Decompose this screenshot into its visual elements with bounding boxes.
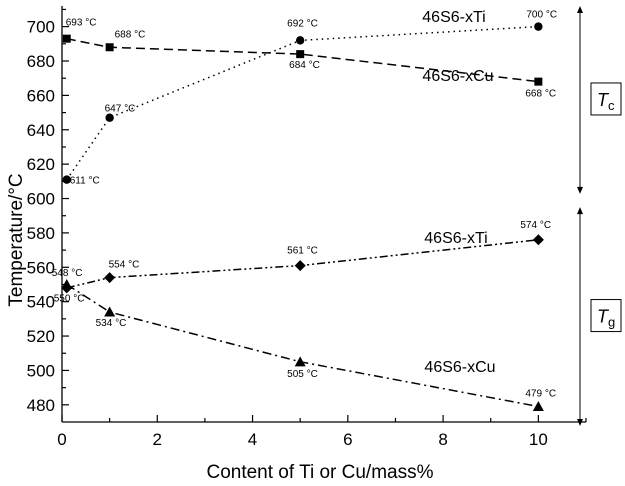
x-tick-label: 10 <box>529 430 548 449</box>
data-label: 688 °C <box>115 29 146 40</box>
data-label: 548 °C <box>52 268 83 279</box>
series-line-tg-diamond <box>66 239 539 289</box>
data-label: 668 °C <box>525 89 556 100</box>
series-line-tg-triangle <box>66 283 539 408</box>
data-label: 505 °C <box>287 369 318 380</box>
x-tick-label: 8 <box>438 430 447 449</box>
y-tick-label: 500 <box>27 361 55 380</box>
bracket-arrow-up <box>577 207 583 215</box>
series-name-label: 46S6-xCu <box>424 359 495 376</box>
data-label: 684 °C <box>289 60 320 71</box>
y-tick-label: 640 <box>27 121 55 140</box>
bracket-arrow-down <box>577 419 583 426</box>
data-label: 479 °C <box>525 389 556 400</box>
data-point-triangle <box>61 278 73 289</box>
data-point-circle <box>295 36 305 45</box>
series-name-label: 46S6-xCu <box>422 68 493 85</box>
series-name-label: 46S6-xTi <box>424 230 487 247</box>
series-layer <box>61 22 544 412</box>
group-label-box <box>590 299 622 333</box>
y-tick-label: 520 <box>27 327 55 346</box>
data-point-triangle <box>294 356 306 367</box>
data-point-diamond <box>532 234 544 246</box>
data-label: 534 °C <box>96 318 127 329</box>
data-point-diamond <box>104 272 116 284</box>
data-label: 693 °C <box>66 18 97 29</box>
data-label: 574 °C <box>520 220 551 231</box>
data-point-triangle <box>532 401 544 412</box>
data-point-square <box>105 43 114 52</box>
x-tick-label: 4 <box>248 430 257 449</box>
data-labels-layer: 611 °C 647 °C 692 °C 700 °C 693 °C 688 °C 684 … <box>52 9 557 400</box>
data-point-circle <box>62 175 71 184</box>
y-tick-label: 580 <box>27 224 55 243</box>
x-tick-label: 2 <box>153 430 162 449</box>
y-tick-label: 560 <box>27 258 55 277</box>
data-label: 700 °C <box>526 10 557 21</box>
y-tick-label: 660 <box>27 86 55 105</box>
series-line-tc-square <box>66 37 539 83</box>
x-tick-label: 0 <box>57 430 66 449</box>
y-tick-label: 480 <box>27 396 55 415</box>
data-label: 550 °C <box>54 293 85 304</box>
group-label-box <box>590 82 622 116</box>
x-tick-label: 6 <box>343 430 352 449</box>
y-tick-label: 620 <box>27 155 55 174</box>
data-label: 647 °C <box>105 104 136 115</box>
data-point-square <box>296 50 305 59</box>
data-point-triangle <box>104 306 116 317</box>
data-point-circle <box>105 113 114 122</box>
bracket-arrow-up <box>577 6 583 13</box>
data-label: 561 °C <box>287 246 318 257</box>
y-tick-label: 700 <box>27 18 55 37</box>
series-line-tc-circle <box>66 25 539 181</box>
data-point-square <box>62 34 71 43</box>
group-label-subscript: g <box>608 315 615 330</box>
series-name-label: 46S6-xTi <box>422 9 485 26</box>
data-point-circle <box>534 22 543 31</box>
y-tick-label: 600 <box>27 190 55 209</box>
bracket-arrow-down <box>577 186 583 194</box>
data-label: 611 °C <box>70 176 100 187</box>
x-axis-title: Content of Ti or Cu/mass% <box>206 462 433 483</box>
y-axis-title: Temperature/°C <box>6 173 27 306</box>
data-point-square <box>534 77 543 86</box>
y-tick-label: 540 <box>27 293 55 312</box>
group-label-subscript: c <box>608 98 615 113</box>
data-label: 692 °C <box>287 18 318 29</box>
data-point-diamond <box>294 260 306 272</box>
data-label: 554 °C <box>109 260 140 271</box>
y-tick-label: 680 <box>27 52 55 71</box>
